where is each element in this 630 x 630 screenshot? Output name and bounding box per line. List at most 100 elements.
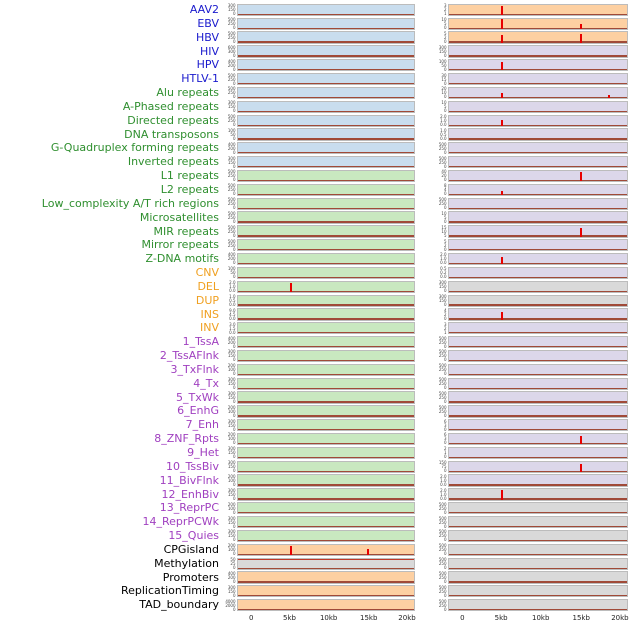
y-axis-tick-label: 100	[227, 436, 236, 442]
left-y-axis-ticks: 300 150 0	[222, 377, 237, 391]
signal-baseline	[449, 152, 627, 154]
y-axis-tick-label: 0	[232, 537, 236, 543]
left-y-axis-ticks: 300 150 0	[222, 460, 237, 474]
right-track-panel	[448, 419, 628, 432]
y-axis-tick-label: 500	[438, 363, 447, 369]
y-axis-tick-label: 1	[443, 329, 447, 335]
signal-peak	[608, 95, 611, 99]
right-y-axis-ticks: 500 250 0	[433, 584, 448, 598]
y-axis-tick-label: 250	[227, 242, 236, 248]
left-y-axis-ticks: 500 250 0	[222, 72, 237, 86]
track-label: INS	[200, 307, 219, 321]
signal-baseline	[238, 276, 414, 279]
y-axis-tick-label: 0.0	[440, 495, 447, 501]
right-track-panel	[448, 225, 628, 238]
left-y-axis-ticks: 200 100 0	[222, 363, 237, 377]
y-axis-tick-label: 1.5	[229, 325, 236, 331]
track-row: 7_Enh 300 150 0 6 3 0	[0, 418, 630, 432]
track-row: G-Quadruplex forming repeats 400 200 0 500 25…	[0, 141, 630, 155]
signal-baseline	[238, 456, 414, 459]
signal-baseline	[449, 166, 627, 168]
column-gap	[415, 446, 433, 460]
signal-peak	[579, 227, 582, 237]
signal-baseline	[238, 442, 414, 445]
column-gap	[415, 377, 433, 391]
signal-baseline	[449, 359, 627, 362]
column-gap	[415, 584, 433, 598]
y-axis-tick-label: 0	[232, 412, 236, 418]
y-axis-tick-label: 600	[227, 44, 236, 50]
right-y-axis-ticks: 500 250 0	[433, 543, 448, 557]
y-axis-tick-label: 0.0	[229, 315, 236, 321]
signal-baseline	[238, 484, 414, 486]
y-axis-tick-label: 2.0	[440, 473, 447, 479]
track-label: ReplicationTiming	[120, 584, 219, 598]
right-y-axis-ticks: 20 10 0	[433, 86, 448, 100]
y-axis-tick-label: 300	[227, 100, 236, 106]
right-y-axis-ticks: 10 5 0	[433, 100, 448, 114]
right-y-axis-ticks: 500 250 0	[433, 598, 448, 612]
right-track-panel	[448, 336, 628, 349]
y-axis-tick-label: 5	[443, 30, 447, 36]
y-axis-tick-label: 10	[441, 228, 447, 234]
right-track-panel	[448, 349, 628, 363]
signal-baseline	[238, 235, 414, 237]
left-track-panel	[237, 391, 415, 404]
y-axis-tick-label: 150	[227, 159, 236, 165]
right-y-axis-ticks: 500 250 0	[433, 501, 448, 515]
y-axis-tick-label: 2	[443, 34, 447, 40]
column-gap	[415, 294, 433, 308]
column-gap	[415, 31, 433, 45]
left-track-panel	[237, 197, 415, 210]
y-axis-tick-label: 1.0	[440, 256, 447, 262]
y-axis-tick-label: 500	[438, 197, 447, 203]
left-track-panel	[237, 266, 415, 280]
y-axis-tick-label: 250	[438, 201, 447, 207]
right-track-panel	[448, 502, 628, 515]
left-track-panel	[237, 169, 415, 183]
track-label: 11_BivFlnk	[159, 473, 219, 487]
y-axis-tick-label: 0	[232, 66, 236, 72]
column-gap	[415, 501, 433, 515]
x-axis-tick-label: 0	[249, 614, 254, 623]
y-axis-tick-label: 200	[227, 339, 236, 345]
track-label: Mirror repeats	[141, 238, 220, 252]
y-axis-tick-label: 0	[232, 592, 236, 598]
track-row: HPV 400 200 0 100 50 0	[0, 58, 630, 72]
signal-baseline	[449, 484, 627, 486]
track-row: TAD_boundary 4000 2000 0 500 250 0	[0, 598, 630, 612]
y-axis-tick-label: 250	[438, 408, 447, 414]
signal-baseline	[449, 498, 627, 500]
right-track-panel	[448, 128, 628, 141]
y-axis-tick-label: 0	[443, 343, 447, 349]
right-track-panel	[448, 474, 628, 487]
track-label: L1 repeats	[160, 169, 219, 183]
y-axis-tick-label: 300	[227, 390, 236, 396]
y-axis-tick-label: 100	[227, 367, 236, 373]
y-axis-tick-label: 0	[443, 537, 447, 543]
left-y-axis-ticks: 400 200 0	[222, 335, 237, 349]
y-axis-tick-label: 2	[443, 7, 447, 13]
left-track-panel	[237, 529, 415, 543]
left-y-axis-ticks: 500 250 0	[222, 211, 237, 225]
y-axis-tick-label: 250	[227, 118, 236, 124]
y-axis-tick-label: 250	[438, 561, 447, 567]
y-axis-tick-label: 2.0	[440, 114, 447, 120]
signal-baseline	[238, 525, 414, 528]
right-y-axis-ticks: 2.0 1.0 0.0	[433, 114, 448, 128]
y-axis-tick-label: 0	[232, 565, 236, 571]
track-row: HBV 500 250 0 5 2 0	[0, 31, 630, 45]
y-axis-tick-label: 150	[227, 450, 236, 456]
track-label: INV	[200, 321, 219, 335]
y-axis-tick-label: 200	[227, 404, 236, 410]
y-axis-tick-label: 3	[443, 422, 447, 428]
right-y-axis-ticks: 15 10 5	[433, 225, 448, 239]
signal-baseline	[238, 359, 414, 362]
y-axis-tick-label: 150	[227, 422, 236, 428]
track-row: 11_BivFlnk 200 100 0 2.0 1.0 0.0	[0, 474, 630, 488]
column-gap	[415, 474, 433, 488]
y-axis-tick-label: 0	[232, 135, 236, 141]
signal-peak	[500, 257, 503, 265]
